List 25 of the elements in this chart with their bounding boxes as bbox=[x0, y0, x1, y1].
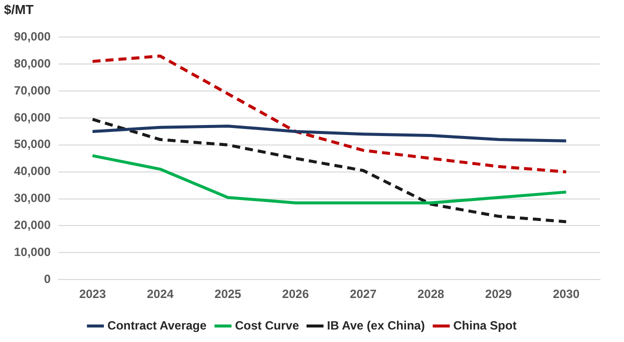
x-tick-label: 2030 bbox=[552, 287, 580, 302]
x-tick-label: 2023 bbox=[79, 287, 106, 302]
x-tick-label: 2028 bbox=[417, 287, 445, 302]
y-tick-label: 90,000 bbox=[14, 30, 52, 44]
y-tick-label: 60,000 bbox=[14, 110, 52, 124]
y-tick-label: 0 bbox=[44, 272, 52, 286]
x-tick-label: 2026 bbox=[282, 287, 310, 302]
y-tick-label: 10,000 bbox=[14, 244, 52, 259]
y-tick-label: 70,000 bbox=[14, 83, 52, 98]
legend-label: Cost Curve bbox=[235, 318, 300, 332]
x-tick-label: 2025 bbox=[214, 287, 242, 302]
x-tick-label: 2024 bbox=[146, 287, 174, 302]
line-series bbox=[91, 54, 568, 174]
y-tick-label: 50,000 bbox=[14, 137, 52, 152]
y-tick-label: 40,000 bbox=[14, 164, 52, 178]
legend-label: China Spot bbox=[453, 318, 517, 332]
y-tick-label: 20,000 bbox=[14, 218, 52, 232]
y-tick-label: 80,000 bbox=[14, 56, 52, 70]
legend-label: Contract Average bbox=[107, 318, 207, 332]
x-tick-label: 2029 bbox=[485, 287, 512, 302]
legend-label: IB Ave (ex China) bbox=[327, 318, 425, 332]
y-axis-title: $/MT bbox=[3, 1, 35, 19]
y-tick-label: 30,000 bbox=[14, 191, 52, 206]
line-series bbox=[91, 118, 568, 224]
x-tick-label: 2027 bbox=[350, 287, 377, 302]
